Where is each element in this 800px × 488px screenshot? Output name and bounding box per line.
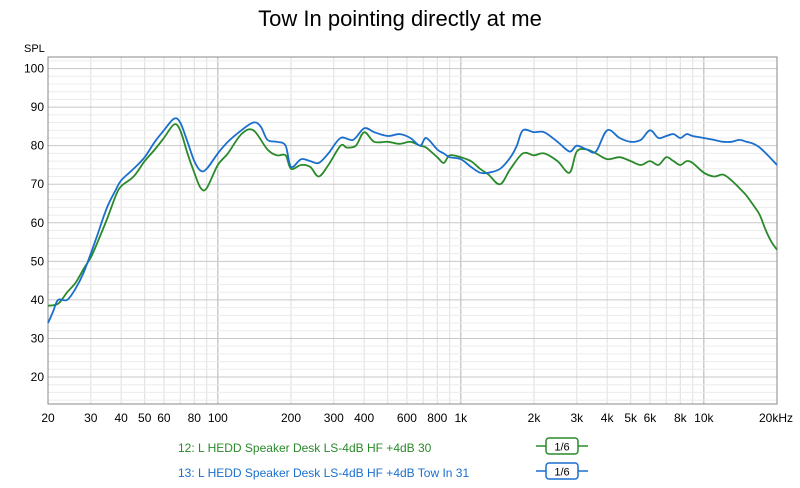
y-tick-label: 40	[31, 293, 45, 307]
x-tick-label: 80	[188, 411, 202, 425]
y-tick-label: 80	[31, 139, 45, 153]
y-tick-label: 20	[31, 370, 45, 384]
x-tick-label: 200	[281, 411, 301, 425]
smoothing-badge-series-1[interactable]: 1/6	[536, 436, 588, 456]
x-tick-label: 20	[41, 411, 55, 425]
x-tick-label: 10k	[694, 411, 714, 425]
x-tick-label: 4k	[601, 411, 615, 425]
x-tick-label: 100	[208, 411, 228, 425]
smoothing-value-series-1: 1/6	[554, 442, 569, 454]
x-tick-label: 300	[324, 411, 344, 425]
y-tick-label: 70	[31, 177, 45, 191]
x-tick-label: 600	[397, 411, 417, 425]
legend-label-series-1: 12: L HEDD Speaker Desk LS-4dB HF +4dB 3…	[178, 441, 432, 455]
smoothing-badge-series-2[interactable]: 1/6	[536, 461, 588, 481]
y-tick-label: 90	[31, 100, 45, 114]
x-tick-label: 6k	[644, 411, 658, 425]
x-tick-label: 20kHz	[759, 411, 793, 425]
y-tick-label: 50	[31, 254, 45, 268]
x-tick-label: 2k	[528, 411, 542, 425]
x-tick-label: 5k	[624, 411, 638, 425]
y-tick-label: 60	[31, 216, 45, 230]
grid	[47, 57, 778, 404]
x-tick-label: 30	[84, 411, 98, 425]
legend-label-series-2: 13: L HEDD Speaker Desk LS-4dB HF +4dB T…	[178, 466, 470, 480]
x-tick-label: 40	[114, 411, 128, 425]
x-tick-label: 60	[157, 411, 171, 425]
y-tick-label: 30	[31, 331, 45, 345]
y-tick-label: 100	[24, 62, 44, 76]
y-tick-labels: 20 30 40 50 60 70 80 90 100	[24, 62, 44, 384]
smoothing-value-series-2: 1/6	[554, 467, 569, 479]
series-lines	[47, 117, 778, 324]
x-tick-label: 1k	[455, 411, 469, 425]
series-line-2	[47, 117, 778, 324]
x-tick-label: 50	[138, 411, 152, 425]
x-tick-label: 400	[354, 411, 374, 425]
plot-frame	[47, 56, 778, 405]
x-tick-label: 3k	[570, 411, 584, 425]
y-axis-label: SPL	[24, 43, 45, 55]
chart-title: Tow In pointing directly at me	[258, 6, 542, 31]
x-tick-label: 8k	[674, 411, 688, 425]
x-tick-labels: 20 30 40 50 60 80 100 200 300 400 600 800 1k 2k 3k 4k 5k…	[41, 411, 793, 425]
x-tick-label: 800	[427, 411, 447, 425]
